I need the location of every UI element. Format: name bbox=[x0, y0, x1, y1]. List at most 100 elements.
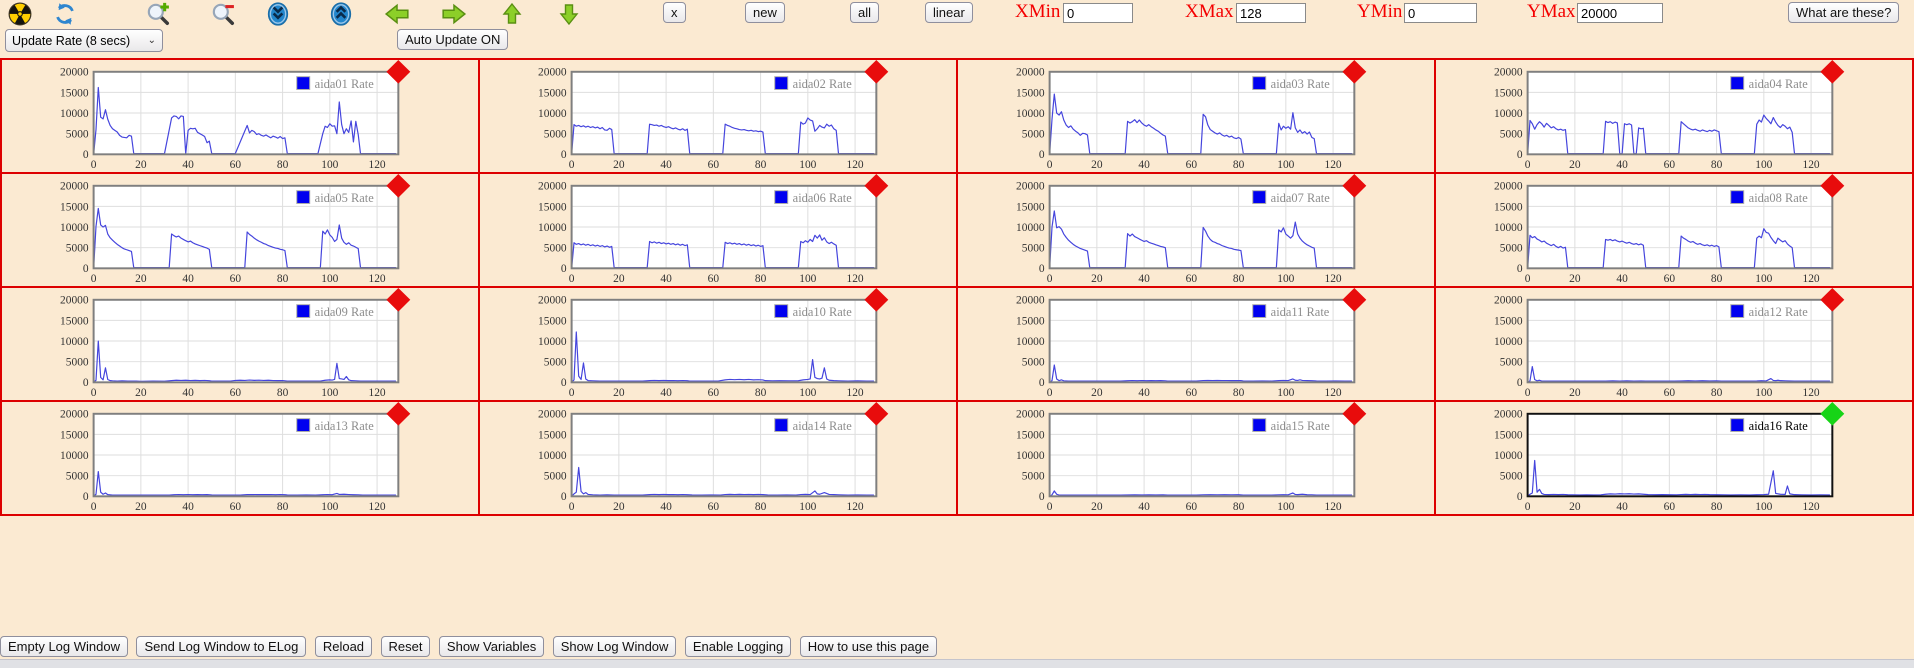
enable-logging-button[interactable]: Enable Logging bbox=[684, 636, 792, 657]
svg-text:0: 0 bbox=[91, 273, 97, 285]
svg-text:20000: 20000 bbox=[60, 67, 89, 79]
how-to-use-button[interactable]: How to use this page bbox=[799, 636, 938, 657]
show-log-window-button[interactable]: Show Log Window bbox=[552, 636, 677, 657]
bottom-scrollbar[interactable] bbox=[0, 659, 1914, 668]
svg-text:10000: 10000 bbox=[538, 222, 567, 234]
reload-button[interactable]: Reload bbox=[314, 636, 373, 657]
svg-text:0: 0 bbox=[1039, 377, 1045, 389]
status-diamond-red[interactable] bbox=[386, 60, 411, 84]
svg-text:20: 20 bbox=[1569, 159, 1581, 171]
legend-label: aida15 Rate bbox=[1271, 419, 1331, 433]
chart-aida14[interactable]: 0 5000 10000 15000 20000 0 20 40 60 80 100 120 aida1… bbox=[480, 402, 956, 514]
chart-aida07[interactable]: 0 5000 10000 15000 20000 0 20 40 60 80 100 120 aida0… bbox=[958, 174, 1434, 286]
xmax-input[interactable] bbox=[1236, 3, 1306, 23]
status-diamond-red[interactable] bbox=[1820, 288, 1845, 312]
rate-line bbox=[93, 470, 396, 497]
svg-text:40: 40 bbox=[660, 387, 672, 399]
send-log-to-elog-button[interactable]: Send Log Window to ELog bbox=[136, 636, 307, 657]
svg-text:80: 80 bbox=[755, 387, 767, 399]
svg-text:0: 0 bbox=[569, 387, 575, 399]
radiation-icon[interactable] bbox=[7, 2, 33, 26]
svg-text:5000: 5000 bbox=[66, 471, 89, 483]
chart-cell-aida01: 0 5000 10000 15000 20000 0 20 40 60 80 100 120 aida0… bbox=[1, 59, 479, 173]
chart-aida16[interactable]: 0 5000 10000 15000 20000 0 20 40 60 80 100 120 aida1… bbox=[1436, 402, 1912, 514]
svg-text:10000: 10000 bbox=[1016, 336, 1045, 348]
ymin-input[interactable] bbox=[1404, 3, 1477, 23]
legend-label: aida01 Rate bbox=[315, 77, 375, 91]
chart-aida10[interactable]: 0 5000 10000 15000 20000 0 20 40 60 80 100 120 aida1… bbox=[480, 288, 956, 400]
new-button[interactable]: new bbox=[745, 2, 785, 23]
chart-aida09[interactable]: 0 5000 10000 15000 20000 0 20 40 60 80 100 120 aida0… bbox=[2, 288, 478, 400]
collapse-vertical-icon[interactable] bbox=[265, 2, 291, 26]
status-diamond-red[interactable] bbox=[864, 60, 889, 84]
status-diamond-red[interactable] bbox=[1342, 288, 1367, 312]
svg-text:15000: 15000 bbox=[1016, 315, 1045, 327]
chart-aida12[interactable]: 0 5000 10000 15000 20000 0 20 40 60 80 100 120 aida1… bbox=[1436, 288, 1912, 400]
chart-aida08[interactable]: 0 5000 10000 15000 20000 0 20 40 60 80 100 120 aida0… bbox=[1436, 174, 1912, 286]
svg-text:0: 0 bbox=[1517, 491, 1523, 503]
legend-swatch bbox=[1730, 190, 1745, 204]
pan-up-icon[interactable] bbox=[499, 2, 525, 26]
status-diamond-red[interactable] bbox=[864, 402, 889, 426]
chart-aida04[interactable]: 0 5000 10000 15000 20000 0 20 40 60 80 100 120 aida0… bbox=[1436, 60, 1912, 172]
update-rate-select[interactable]: Update Rate (8 secs) ⌄ bbox=[5, 29, 163, 52]
x-axis-button[interactable]: x bbox=[663, 2, 686, 23]
chart-aida03[interactable]: 0 5000 10000 15000 20000 0 20 40 60 80 100 120 aida0… bbox=[958, 60, 1434, 172]
refresh-icon[interactable] bbox=[52, 2, 78, 26]
status-diamond-red[interactable] bbox=[1342, 402, 1367, 426]
svg-text:20: 20 bbox=[613, 387, 625, 399]
linear-button[interactable]: linear bbox=[925, 2, 973, 23]
zoom-in-icon[interactable] bbox=[145, 2, 171, 26]
xmin-input[interactable] bbox=[1063, 3, 1133, 23]
status-diamond-red[interactable] bbox=[864, 288, 889, 312]
svg-text:80: 80 bbox=[1233, 159, 1245, 171]
svg-text:0: 0 bbox=[83, 263, 89, 275]
chart-aida11[interactable]: 0 5000 10000 15000 20000 0 20 40 60 80 100 120 aida1… bbox=[958, 288, 1434, 400]
status-diamond-red[interactable] bbox=[1820, 174, 1845, 198]
chart-aida01[interactable]: 0 5000 10000 15000 20000 0 20 40 60 80 100 120 aida0… bbox=[2, 60, 478, 172]
status-diamond-red[interactable] bbox=[386, 174, 411, 198]
svg-text:15000: 15000 bbox=[1016, 429, 1045, 441]
status-diamond-red[interactable] bbox=[864, 174, 889, 198]
zoom-out-icon[interactable] bbox=[210, 2, 236, 26]
svg-text:5000: 5000 bbox=[1022, 357, 1045, 369]
chart-cell-aida05: 0 5000 10000 15000 20000 0 20 40 60 80 100 120 aida0… bbox=[1, 173, 479, 287]
chart-aida05[interactable]: 0 5000 10000 15000 20000 0 20 40 60 80 100 120 aida0… bbox=[2, 174, 478, 286]
what-are-these-button[interactable]: What are these? bbox=[1788, 2, 1900, 23]
legend-label: aida02 Rate bbox=[793, 77, 853, 91]
status-diamond-green[interactable] bbox=[1820, 402, 1845, 426]
pan-down-icon[interactable] bbox=[556, 2, 582, 26]
svg-text:15000: 15000 bbox=[60, 87, 89, 99]
reset-button[interactable]: Reset bbox=[380, 636, 431, 657]
show-variables-button[interactable]: Show Variables bbox=[438, 636, 545, 657]
svg-text:0: 0 bbox=[569, 273, 575, 285]
chart-aida15[interactable]: 0 5000 10000 15000 20000 0 20 40 60 80 100 120 aida1… bbox=[958, 402, 1434, 514]
chart-aida02[interactable]: 0 5000 10000 15000 20000 0 20 40 60 80 100 120 aida0… bbox=[480, 60, 956, 172]
svg-text:5000: 5000 bbox=[1500, 243, 1523, 255]
legend-swatch bbox=[1730, 304, 1745, 318]
svg-text:80: 80 bbox=[755, 159, 767, 171]
svg-text:120: 120 bbox=[368, 387, 385, 399]
pan-right-icon[interactable] bbox=[441, 2, 467, 26]
svg-text:0: 0 bbox=[91, 501, 97, 513]
svg-text:100: 100 bbox=[321, 501, 338, 513]
status-diamond-red[interactable] bbox=[386, 402, 411, 426]
empty-log-window-button[interactable]: Empty Log Window bbox=[0, 636, 128, 657]
all-button[interactable]: all bbox=[850, 2, 880, 23]
svg-text:60: 60 bbox=[230, 273, 242, 285]
auto-update-button[interactable]: Auto Update ON bbox=[397, 29, 509, 50]
ymax-input[interactable] bbox=[1577, 3, 1663, 23]
svg-text:20: 20 bbox=[1091, 501, 1103, 513]
status-diamond-red[interactable] bbox=[1342, 174, 1367, 198]
status-diamond-red[interactable] bbox=[1820, 60, 1845, 84]
svg-text:15000: 15000 bbox=[60, 429, 89, 441]
svg-text:15000: 15000 bbox=[1494, 201, 1523, 213]
chart-aida13[interactable]: 0 5000 10000 15000 20000 0 20 40 60 80 100 120 aida1… bbox=[2, 402, 478, 514]
svg-text:20000: 20000 bbox=[1494, 181, 1523, 193]
status-diamond-red[interactable] bbox=[386, 288, 411, 312]
chart-aida06[interactable]: 0 5000 10000 15000 20000 0 20 40 60 80 100 120 aida0… bbox=[480, 174, 956, 286]
pan-left-icon[interactable] bbox=[384, 2, 410, 26]
chart-cell-aida02: 0 5000 10000 15000 20000 0 20 40 60 80 100 120 aida0… bbox=[479, 59, 957, 173]
expand-vertical-icon[interactable] bbox=[328, 2, 354, 26]
status-diamond-red[interactable] bbox=[1342, 60, 1367, 84]
